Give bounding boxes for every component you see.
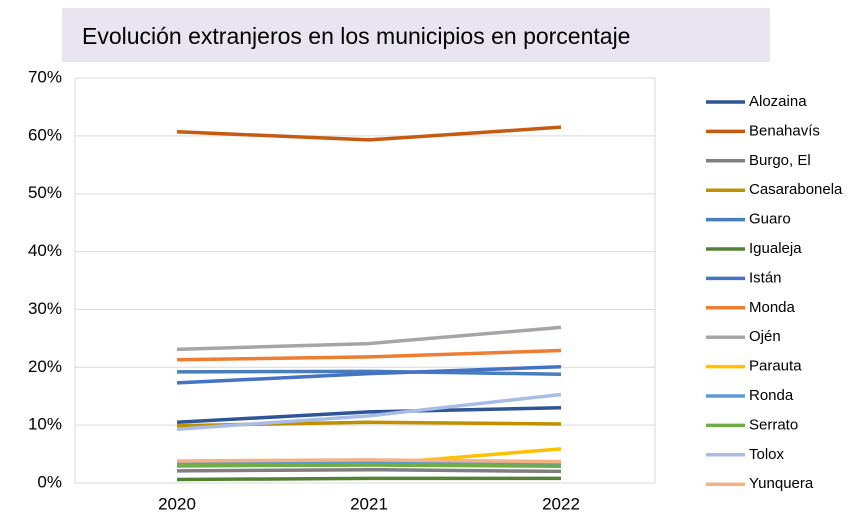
legend-label: Yunquera bbox=[749, 475, 814, 492]
y-tick-label: 30% bbox=[28, 299, 62, 318]
series-line bbox=[176, 125, 562, 142]
legend-label: Benahavís bbox=[749, 122, 820, 139]
series-line bbox=[176, 406, 562, 424]
y-tick-label: 60% bbox=[28, 125, 62, 144]
x-tick-label: 2022 bbox=[542, 494, 580, 513]
legend-label: Serrato bbox=[749, 416, 798, 433]
series-line bbox=[176, 458, 562, 464]
x-tick-label: 2020 bbox=[158, 494, 196, 513]
legend-label: Alozaina bbox=[749, 93, 807, 110]
y-tick-label: 10% bbox=[28, 415, 62, 434]
series-line bbox=[176, 325, 562, 352]
legend-label: Ronda bbox=[749, 387, 794, 404]
legend-label: Monda bbox=[749, 299, 796, 316]
y-tick-label: 70% bbox=[28, 67, 62, 86]
legend-label: Parauta bbox=[749, 358, 802, 375]
series-line bbox=[176, 392, 562, 431]
series-line bbox=[176, 467, 562, 474]
series-line bbox=[176, 369, 562, 376]
y-tick-label: 20% bbox=[28, 357, 62, 376]
legend-label: Istán bbox=[749, 269, 782, 286]
legend-label: Ojén bbox=[749, 328, 781, 345]
x-tick-label: 2021 bbox=[350, 494, 388, 513]
series-line bbox=[176, 364, 562, 385]
series-line bbox=[176, 460, 562, 467]
y-tick-label: 50% bbox=[28, 183, 62, 202]
chart-title: Evolución extranjeros en los municipios … bbox=[82, 23, 630, 49]
series-line bbox=[176, 348, 562, 362]
legend-label: Casarabonela bbox=[749, 181, 843, 198]
legend-label: Tolox bbox=[749, 446, 785, 463]
legend-label: Igualeja bbox=[749, 240, 802, 257]
legend-label: Guaro bbox=[749, 211, 791, 228]
y-tick-label: 40% bbox=[28, 241, 62, 260]
title-box bbox=[62, 8, 770, 62]
series-line bbox=[176, 463, 562, 468]
series-line bbox=[176, 476, 561, 482]
legend-label: Burgo, El bbox=[749, 152, 811, 169]
y-tick-label: 0% bbox=[37, 472, 62, 491]
